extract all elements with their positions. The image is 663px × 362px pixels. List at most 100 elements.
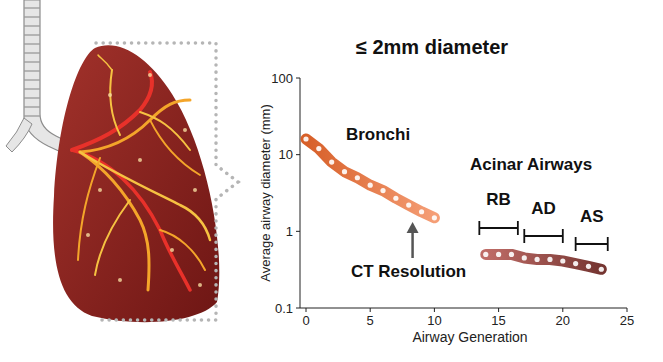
arrow-head <box>407 222 419 233</box>
marker <box>355 175 360 180</box>
series-label: Acinar Airways <box>470 155 592 174</box>
trachea-ring <box>24 97 40 98</box>
trachea-ring <box>24 34 40 35</box>
marker <box>483 252 488 257</box>
y-tick <box>296 231 300 232</box>
series-line <box>306 139 434 218</box>
bracket-label: AS <box>580 207 604 226</box>
x-tick-label: 5 <box>367 313 374 328</box>
marker <box>342 169 347 174</box>
lung-branch <box>110 70 120 135</box>
marker <box>522 255 527 260</box>
lung-branch <box>80 100 190 152</box>
marker <box>419 209 424 214</box>
x-axis-label: Airway Generation <box>412 329 527 345</box>
x-tick-label: 25 <box>620 313 634 328</box>
series-line <box>486 254 602 269</box>
lung <box>53 45 219 322</box>
page: ≤ 2mm diameter 0.1 1 10 100 0 5 10 15 20 25 Airway … <box>0 0 663 362</box>
bracket <box>576 237 608 251</box>
x-tick <box>562 308 563 312</box>
trachea-ring <box>24 115 40 116</box>
arrow-shaft <box>411 230 414 258</box>
marker <box>599 267 604 272</box>
figure: ≤ 2mm diameter 0.1 1 10 100 0 5 10 15 20 25 Airway … <box>0 0 663 362</box>
trachea-ring <box>24 25 40 26</box>
x-tick <box>498 308 499 312</box>
lung-spot <box>108 93 112 97</box>
bracket <box>479 221 518 235</box>
y-tick-label: 10 <box>279 147 293 162</box>
trachea-ring <box>24 16 40 17</box>
lung-illustration <box>6 0 238 322</box>
plot-area <box>303 136 604 271</box>
marker <box>303 136 308 141</box>
marker <box>316 146 321 151</box>
lung-branch <box>95 200 130 275</box>
lung-branch <box>72 150 190 290</box>
y-tick <box>296 78 300 79</box>
marker <box>380 188 385 193</box>
marker <box>560 258 565 263</box>
x-axis <box>300 308 627 309</box>
lung-spot <box>148 73 152 77</box>
trachea-ring <box>24 52 40 53</box>
y-axis-label: Average airway diameter (mm) <box>258 104 273 281</box>
y-tick-label: 100 <box>271 71 293 86</box>
marker <box>547 257 552 262</box>
bracket <box>524 229 563 243</box>
x-tick <box>434 308 435 312</box>
lung-spot <box>138 158 142 162</box>
trachea-ring <box>24 70 40 71</box>
x-tick <box>370 308 371 312</box>
trachea-ring <box>24 61 40 62</box>
marker <box>535 257 540 262</box>
title: ≤ 2mm diameter <box>356 36 508 58</box>
bronchus <box>6 118 32 152</box>
x-tick-label: 0 <box>302 313 309 328</box>
axes: 0.1 1 10 100 0 5 10 15 20 25 <box>271 71 634 329</box>
x-tick-label: 20 <box>556 313 570 328</box>
marker <box>368 183 373 188</box>
marker <box>329 159 334 164</box>
lung-branch <box>80 152 210 240</box>
y-tick-label: 1 <box>286 224 293 239</box>
trachea-ring <box>24 106 40 107</box>
lung-branch <box>160 230 205 270</box>
lung-spot <box>193 188 197 192</box>
bracket-label: RB <box>486 190 511 209</box>
marker <box>496 252 501 257</box>
trachea-ring <box>24 79 40 80</box>
lung-branch <box>98 55 112 70</box>
marker <box>432 215 437 220</box>
series-label: Bronchi <box>346 125 410 144</box>
x-tick-label: 15 <box>491 313 505 328</box>
lung-spot <box>170 248 174 252</box>
bracket-label: AD <box>531 199 556 218</box>
marker <box>393 196 398 201</box>
lung-spot <box>98 188 102 192</box>
x-tick <box>627 308 628 312</box>
trachea-ring <box>24 7 40 8</box>
trachea-ring <box>24 43 40 44</box>
annotation-label: CT Resolution <box>351 262 466 281</box>
y-tick <box>296 308 300 309</box>
trachea-ring <box>24 88 40 89</box>
marker <box>509 252 514 257</box>
lung-branch <box>150 120 200 175</box>
y-tick <box>296 154 300 155</box>
lung-spot <box>86 233 90 237</box>
lung-spot <box>198 283 202 287</box>
x-tick <box>306 308 307 312</box>
zoom-bracket <box>96 43 238 320</box>
lung-branch <box>78 158 100 260</box>
marker <box>406 202 411 207</box>
annotations: RB AD AS CT Resolution <box>351 190 608 281</box>
y-tick-label: 0.1 <box>275 301 293 316</box>
y-axis <box>300 78 301 308</box>
lung-spot <box>118 278 122 282</box>
x-tick-label: 10 <box>427 313 441 328</box>
marker <box>573 261 578 266</box>
marker <box>586 264 591 269</box>
lung-spot <box>183 128 187 132</box>
